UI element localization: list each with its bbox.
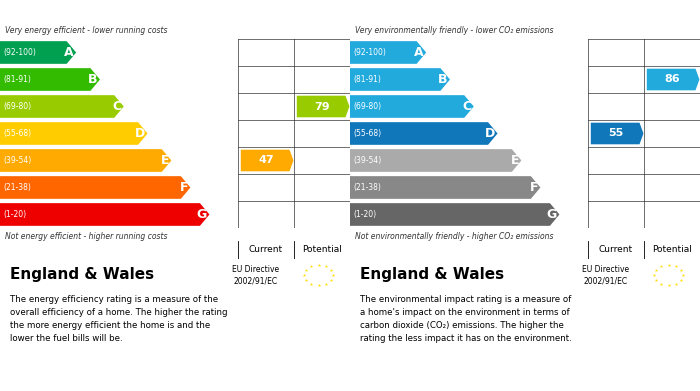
Polygon shape [350, 176, 540, 199]
Text: (21-38): (21-38) [4, 183, 32, 192]
Text: E: E [510, 154, 519, 167]
Polygon shape [0, 149, 172, 172]
Polygon shape [350, 95, 474, 118]
Text: (39-54): (39-54) [354, 156, 382, 165]
Text: EU Directive
2002/91/EC: EU Directive 2002/91/EC [582, 265, 629, 285]
Text: England & Wales: England & Wales [360, 267, 505, 283]
Polygon shape [350, 68, 450, 91]
Text: 86: 86 [664, 75, 680, 84]
Text: Not environmentally friendly - higher CO₂ emissions: Not environmentally friendly - higher CO… [355, 232, 553, 241]
Text: (55-68): (55-68) [354, 129, 382, 138]
Text: Potential: Potential [652, 246, 692, 255]
Text: Not energy efficient - higher running costs: Not energy efficient - higher running co… [5, 232, 167, 241]
Polygon shape [647, 69, 699, 90]
Polygon shape [350, 149, 522, 172]
Text: The energy efficiency rating is a measure of the
overall efficiency of a home. T: The energy efficiency rating is a measur… [10, 295, 228, 343]
Text: (69-80): (69-80) [354, 102, 382, 111]
Text: C: C [462, 100, 471, 113]
Polygon shape [0, 41, 76, 64]
Text: 47: 47 [258, 156, 274, 165]
Text: Current: Current [599, 246, 633, 255]
Text: (81-91): (81-91) [4, 75, 32, 84]
Text: A: A [64, 46, 74, 59]
Text: Environmental Impact (CO₂) Rating: Environmental Impact (CO₂) Rating [358, 7, 591, 20]
Text: Very energy efficient - lower running costs: Very energy efficient - lower running co… [5, 26, 167, 35]
Polygon shape [0, 203, 209, 226]
Text: (81-91): (81-91) [354, 75, 382, 84]
Text: G: G [197, 208, 207, 221]
Text: Energy Efficiency Rating: Energy Efficiency Rating [8, 7, 172, 20]
Text: E: E [160, 154, 169, 167]
Text: F: F [179, 181, 188, 194]
Text: (21-38): (21-38) [354, 183, 382, 192]
Text: (92-100): (92-100) [4, 48, 36, 57]
Text: The environmental impact rating is a measure of
a home's impact on the environme: The environmental impact rating is a mea… [360, 295, 572, 343]
Polygon shape [350, 203, 559, 226]
Polygon shape [297, 96, 349, 117]
Polygon shape [591, 123, 643, 144]
Text: (69-80): (69-80) [4, 102, 32, 111]
Text: (1-20): (1-20) [354, 210, 377, 219]
Text: 55: 55 [608, 129, 624, 138]
Polygon shape [350, 41, 426, 64]
Text: EU Directive
2002/91/EC: EU Directive 2002/91/EC [232, 265, 279, 285]
Text: (39-54): (39-54) [4, 156, 32, 165]
Text: D: D [485, 127, 495, 140]
Polygon shape [0, 176, 190, 199]
Text: (92-100): (92-100) [354, 48, 386, 57]
Text: C: C [112, 100, 121, 113]
Text: 79: 79 [314, 102, 330, 111]
Text: G: G [547, 208, 557, 221]
Polygon shape [0, 122, 148, 145]
Text: F: F [529, 181, 538, 194]
Text: Potential: Potential [302, 246, 342, 255]
Text: (1-20): (1-20) [4, 210, 27, 219]
Text: B: B [438, 73, 447, 86]
Text: Current: Current [249, 246, 283, 255]
Text: England & Wales: England & Wales [10, 267, 155, 283]
Text: Very environmentally friendly - lower CO₂ emissions: Very environmentally friendly - lower CO… [355, 26, 553, 35]
Text: A: A [414, 46, 424, 59]
Text: (55-68): (55-68) [4, 129, 32, 138]
Polygon shape [241, 150, 293, 171]
Polygon shape [0, 95, 124, 118]
Text: B: B [88, 73, 97, 86]
Polygon shape [0, 68, 100, 91]
Text: D: D [135, 127, 145, 140]
Polygon shape [350, 122, 498, 145]
